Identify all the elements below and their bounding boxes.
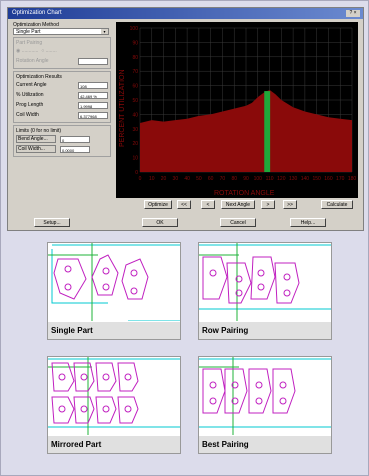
x-tick-label: 100 xyxy=(254,176,263,182)
example-best-pairing: Best Pairing xyxy=(198,356,332,454)
coil-width-button[interactable]: Coil Width... xyxy=(16,145,56,153)
x-tick-label: 20 xyxy=(161,176,167,182)
setup-button[interactable]: Setup... xyxy=(34,218,70,227)
method-value: Single Part xyxy=(16,29,41,35)
dialog-titlebar: Optimization Chart ? × xyxy=(8,8,363,19)
y-tick-label: 100 xyxy=(130,26,139,32)
y-tick-label: 10 xyxy=(132,156,138,162)
card-label: Mirrored Part xyxy=(48,436,180,453)
bend-angle-field[interactable]: 0 xyxy=(60,135,90,143)
results-group: Optimization Results Current Angle 108 % … xyxy=(13,71,111,123)
y-tick-label: 50 xyxy=(132,98,138,104)
method-select[interactable]: Single Part ▾ xyxy=(13,28,109,35)
x-tick-label: 90 xyxy=(243,176,249,182)
part-pairing-group: Part Pairing ◉ ............ ○ ........ R… xyxy=(13,37,111,69)
x-tick-label: 140 xyxy=(301,176,310,182)
method-label: Optimization Method xyxy=(13,22,59,28)
results-label: Optimization Results xyxy=(16,74,62,80)
current-angle-label: Current Angle xyxy=(16,82,47,88)
x-tick-label: 150 xyxy=(312,176,321,182)
mirrored-part-diagram xyxy=(48,357,180,435)
pairing-radio[interactable]: ◉ ............ ○ ........ xyxy=(16,48,57,54)
y-tick-label: 60 xyxy=(132,84,138,90)
x-tick-label: 0 xyxy=(139,176,142,182)
utilization-value: 42.469 % xyxy=(78,91,108,99)
help-button[interactable]: Help... xyxy=(290,218,326,227)
prev-prev-button[interactable]: << xyxy=(177,200,191,209)
x-tick-label: 50 xyxy=(196,176,202,182)
y-tick-label: 20 xyxy=(132,141,138,147)
y-axis-label: PERCENT UTILIZATION xyxy=(119,69,126,147)
x-axis-label: ROTATION ANGLE xyxy=(214,190,275,197)
next-button[interactable]: > xyxy=(261,200,275,209)
x-tick-label: 120 xyxy=(277,176,286,182)
example-mirrored-part: Mirrored Part xyxy=(47,356,181,454)
y-tick-label: 40 xyxy=(132,112,138,118)
close-icon[interactable]: ? × xyxy=(346,10,360,17)
x-tick-label: 160 xyxy=(324,176,333,182)
next-angle-button[interactable]: Next Angle xyxy=(221,200,255,209)
rotation-angle-label: Rotation Angle xyxy=(16,58,49,64)
x-tick-label: 110 xyxy=(266,176,274,182)
y-tick-label: 90 xyxy=(132,40,138,46)
prev-button[interactable]: < xyxy=(201,200,215,209)
example-row-pairing: Row Pairing xyxy=(198,242,332,340)
prog-length-value: 1.9998 xyxy=(78,101,108,109)
x-tick-label: 10 xyxy=(149,176,155,182)
x-tick-label: 80 xyxy=(231,176,237,182)
chevron-down-icon[interactable]: ▾ xyxy=(101,29,108,34)
example-single-part: Single Part xyxy=(47,242,181,340)
coil-width-label: Coil Width xyxy=(16,112,39,118)
prog-length-label: Prog Length xyxy=(16,102,44,108)
coil-width-value: 6.377968 xyxy=(78,111,108,119)
left-panel: Optimization Method Single Part ▾ Part P… xyxy=(13,22,111,157)
bend-angle-button[interactable]: Bend Angle... xyxy=(16,135,56,143)
calculate-button[interactable]: Calculate xyxy=(321,200,353,209)
next-next-button[interactable]: >> xyxy=(283,200,297,209)
card-label: Single Part xyxy=(48,322,180,339)
single-part-diagram xyxy=(48,243,180,322)
part-pairing-label: Part Pairing xyxy=(16,40,43,46)
utilization-label: % Utilization xyxy=(16,92,44,98)
y-tick-label: 70 xyxy=(132,69,138,75)
ok-button[interactable]: OK xyxy=(142,218,178,227)
optimization-chart-dialog: Optimization Chart ? × Optimization Meth… xyxy=(7,7,364,231)
card-label: Best Pairing xyxy=(199,436,331,453)
limits-group: Limits (0 for no limit) Bend Angle... 0 C… xyxy=(13,125,111,157)
best-pairing-diagram xyxy=(199,357,331,435)
current-angle-highlight xyxy=(264,91,271,172)
limits-label: Limits (0 for no limit) xyxy=(16,128,62,134)
utilization-area xyxy=(140,89,352,172)
x-tick-label: 180 xyxy=(348,176,357,182)
y-tick-label: 30 xyxy=(132,127,138,133)
optimize-button[interactable]: Optimize xyxy=(144,200,172,209)
y-tick-label: 0 xyxy=(135,170,138,176)
row-pairing-diagram xyxy=(199,243,331,321)
y-tick-label: 80 xyxy=(132,55,138,61)
rotation-angle-field[interactable] xyxy=(78,57,108,65)
x-tick-label: 70 xyxy=(220,176,226,182)
x-tick-label: 30 xyxy=(173,176,179,182)
card-label: Row Pairing xyxy=(199,322,331,339)
cancel-button[interactable]: Cancel xyxy=(220,218,256,227)
x-tick-label: 170 xyxy=(336,176,345,182)
dialog-title: Optimization Chart xyxy=(12,10,62,16)
x-tick-label: 60 xyxy=(208,176,214,182)
current-angle-value: 108 xyxy=(78,81,108,89)
coil-width-limit-field[interactable]: 0.0000 xyxy=(60,145,90,153)
x-tick-label: 130 xyxy=(289,176,298,182)
x-tick-label: 40 xyxy=(184,176,190,182)
